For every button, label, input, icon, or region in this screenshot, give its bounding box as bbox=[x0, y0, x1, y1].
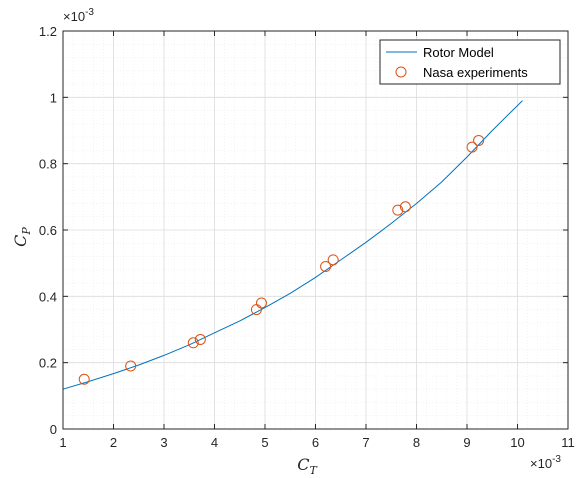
data-point-nasa-experiment bbox=[125, 360, 137, 372]
x-tick-label: 7 bbox=[362, 435, 369, 450]
y-tick-label: 0.2 bbox=[39, 356, 57, 371]
x-tick-label: 4 bbox=[211, 435, 218, 450]
legend-label-nasa-experiments: Nasa experiments bbox=[423, 65, 528, 80]
y-tick-label: 0.8 bbox=[39, 157, 57, 172]
x-tick-label: 3 bbox=[160, 435, 167, 450]
tick-labels: 1 2 3 4 5 6 7 8 9 10 11 0 0.2 0.4 0.6 0.8 1 1.2 bbox=[39, 24, 575, 450]
series-layer bbox=[62, 100, 523, 390]
x-tick-label: 6 bbox=[312, 435, 319, 450]
data-point-nasa-experiment bbox=[466, 141, 478, 153]
x-axis-label: CT bbox=[297, 455, 318, 477]
x-tick-label: 10 bbox=[510, 435, 524, 450]
legend: Rotor Model Nasa experiments bbox=[379, 39, 561, 85]
data-point-nasa-experiment bbox=[78, 373, 90, 385]
y-tick-label: 0.6 bbox=[39, 223, 57, 238]
x-tick-label: 8 bbox=[413, 435, 420, 450]
x-tick-label: 2 bbox=[110, 435, 117, 450]
x-exponent-label: ×10-3 bbox=[530, 454, 561, 471]
y-tick-label: 0.4 bbox=[39, 289, 57, 304]
data-point-nasa-experiment bbox=[473, 134, 485, 146]
data-point-nasa-experiment bbox=[392, 204, 404, 216]
ticks bbox=[62, 30, 569, 430]
data-point-nasa-experiment bbox=[194, 333, 206, 345]
data-point-nasa-experiment bbox=[327, 254, 339, 266]
y-tick-label: 0 bbox=[50, 422, 57, 437]
y-axis-label: CP bbox=[11, 227, 33, 247]
data-point-nasa-experiment bbox=[320, 260, 332, 272]
x-tick-label: 9 bbox=[463, 435, 470, 450]
data-point-nasa-experiment bbox=[399, 201, 411, 213]
y-exponent-label: ×10-3 bbox=[63, 7, 94, 24]
x-tick-label: 1 bbox=[59, 435, 66, 450]
legend-marker-swatch bbox=[395, 66, 407, 78]
y-tick-label: 1.2 bbox=[39, 24, 57, 39]
legend-label-rotor-model: Rotor Model bbox=[423, 45, 494, 60]
x-tick-label: 11 bbox=[561, 435, 575, 450]
data-point-nasa-experiment bbox=[255, 297, 267, 309]
legend-box bbox=[379, 39, 561, 85]
y-tick-label: 1 bbox=[50, 90, 57, 105]
series-line-rotor-model bbox=[62, 100, 523, 390]
x-tick-label: 5 bbox=[261, 435, 268, 450]
data-point-nasa-experiment bbox=[187, 337, 199, 349]
